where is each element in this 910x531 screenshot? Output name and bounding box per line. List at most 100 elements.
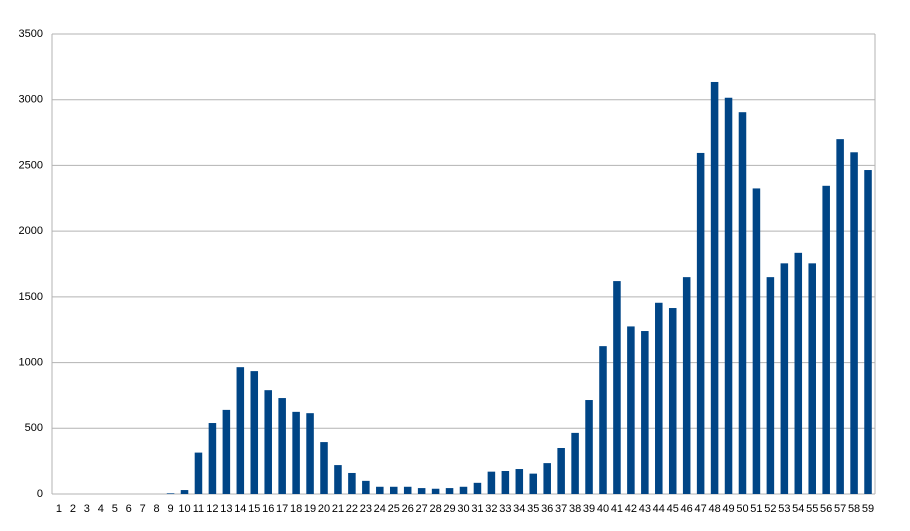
bar xyxy=(473,482,482,494)
x-tick-label: 38 xyxy=(569,503,581,515)
x-tick-label: 35 xyxy=(527,503,539,515)
bar xyxy=(320,442,328,494)
bar xyxy=(557,448,565,494)
x-tick-label: 15 xyxy=(248,503,260,515)
bar xyxy=(627,326,635,494)
bar xyxy=(278,398,286,494)
bar xyxy=(585,400,593,494)
x-tick-label: 46 xyxy=(681,503,693,515)
bar xyxy=(292,411,300,494)
bar xyxy=(850,152,858,495)
y-tick-label: 1000 xyxy=(19,356,43,368)
bar xyxy=(599,346,607,494)
bar xyxy=(417,488,426,494)
x-tick-label: 2 xyxy=(70,503,76,515)
bar xyxy=(696,152,705,494)
x-tick-label: 48 xyxy=(708,503,720,515)
y-tick-label: 500 xyxy=(25,422,43,434)
x-tick-label: 12 xyxy=(206,503,218,515)
bar xyxy=(571,432,579,494)
x-tick-label: 22 xyxy=(346,503,358,515)
x-tick-label: 45 xyxy=(667,503,679,515)
y-tick-label: 1500 xyxy=(19,291,43,303)
x-tick-label: 25 xyxy=(388,503,400,515)
x-tick-label: 28 xyxy=(429,503,441,515)
x-tick-label: 53 xyxy=(778,503,790,515)
x-tick-label: 1 xyxy=(56,503,62,515)
bar xyxy=(529,473,538,494)
x-tick-label: 3 xyxy=(84,503,90,515)
bar xyxy=(208,423,217,494)
x-tick-label: 34 xyxy=(513,503,525,515)
bar xyxy=(487,471,496,494)
x-tick-label: 57 xyxy=(834,503,846,515)
bar xyxy=(389,486,398,494)
x-tick-label: 54 xyxy=(792,503,804,515)
x-tick-label: 33 xyxy=(499,503,511,515)
x-tick-label: 40 xyxy=(597,503,609,515)
x-tick-label: 29 xyxy=(443,503,455,515)
bar xyxy=(682,277,691,494)
x-tick-label: 24 xyxy=(374,503,386,515)
bar xyxy=(431,488,440,494)
x-tick-label: 56 xyxy=(820,503,832,515)
x-tick-label: 51 xyxy=(750,503,762,515)
bar xyxy=(738,112,747,494)
x-tick-label: 5 xyxy=(112,503,118,515)
bar xyxy=(459,486,468,494)
x-tick-label: 8 xyxy=(154,503,160,515)
x-tick-label: 20 xyxy=(318,503,330,515)
bar xyxy=(515,469,524,494)
bar xyxy=(641,331,649,494)
x-tick-label: 37 xyxy=(555,503,567,515)
x-tick-label: 27 xyxy=(416,503,428,515)
y-tick-label: 3500 xyxy=(19,28,43,40)
x-tick-label: 21 xyxy=(332,503,344,515)
bar xyxy=(264,390,272,494)
x-tick-label: 19 xyxy=(304,503,316,515)
x-tick-label: 16 xyxy=(262,503,274,515)
x-tick-label: 23 xyxy=(360,503,372,515)
bar xyxy=(543,463,551,494)
y-tick-label: 3000 xyxy=(19,94,43,106)
x-tick-label: 59 xyxy=(862,503,874,515)
bar xyxy=(222,409,231,494)
y-tick-label: 2000 xyxy=(19,225,43,237)
x-tick-label: 49 xyxy=(722,503,734,515)
bar xyxy=(655,302,663,494)
bar xyxy=(794,252,803,494)
bar xyxy=(864,170,872,494)
bar xyxy=(194,452,203,494)
bar xyxy=(668,308,677,494)
x-tick-label: 44 xyxy=(653,503,665,515)
bar xyxy=(822,185,830,495)
bar xyxy=(348,472,356,494)
bar xyxy=(724,97,733,494)
x-tick-label: 26 xyxy=(402,503,414,515)
x-tick-label: 11 xyxy=(193,503,204,515)
x-tick-label: 31 xyxy=(471,503,483,515)
x-tick-label: 43 xyxy=(639,503,651,515)
bar xyxy=(613,281,621,494)
bar xyxy=(376,486,384,494)
bar xyxy=(752,188,761,494)
x-tick-label: 30 xyxy=(457,503,469,515)
bar xyxy=(780,263,789,494)
bar xyxy=(836,139,844,494)
x-tick-label: 39 xyxy=(583,503,595,515)
bar xyxy=(250,371,259,494)
x-tick-label: 52 xyxy=(764,503,776,515)
x-tick-label: 18 xyxy=(290,503,302,515)
x-tick-label: 36 xyxy=(541,503,553,515)
x-tick-label: 10 xyxy=(178,503,190,515)
bar xyxy=(766,277,775,494)
x-tick-label: 32 xyxy=(485,503,497,515)
x-tick-label: 14 xyxy=(234,503,246,515)
x-tick-label: 58 xyxy=(848,503,860,515)
x-tick-label: 13 xyxy=(220,503,232,515)
y-tick-label: 2500 xyxy=(19,159,43,171)
bar xyxy=(180,490,189,494)
x-tick-label: 17 xyxy=(276,503,288,515)
x-tick-label: 55 xyxy=(806,503,818,515)
